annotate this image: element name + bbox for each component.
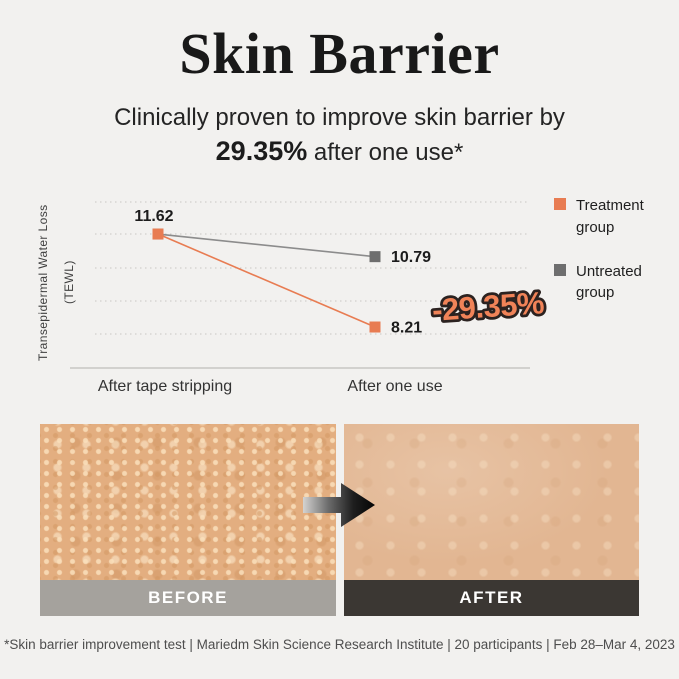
subtitle-line2: 29.35% after one use* bbox=[0, 136, 679, 167]
subtitle-line1: Clinically proven to improve skin barrie… bbox=[114, 104, 565, 131]
before-panel: BEFORE bbox=[40, 424, 336, 616]
treatment-swatch-icon bbox=[554, 198, 566, 210]
untreated-swatch-icon bbox=[554, 263, 566, 276]
tewl-line-chart: 11.62 8.21 10.79 -29.35% bbox=[70, 201, 548, 369]
before-label-bar: BEFORE bbox=[40, 580, 336, 616]
data-point-value-label: 10.79 bbox=[391, 249, 431, 266]
highlight-percentage: 29.35% bbox=[215, 136, 308, 166]
after-skin-photo bbox=[344, 424, 639, 580]
before-skin-photo bbox=[40, 424, 336, 580]
data-point-marker bbox=[369, 321, 381, 333]
chart-point-labels: 11.62 8.21 10.79 bbox=[134, 208, 431, 336]
series-line bbox=[157, 233, 376, 328]
x-tick-after-tape-stripping: After tape stripping bbox=[97, 378, 233, 395]
after-panel: AFTER bbox=[344, 424, 639, 616]
after-label-bar: AFTER bbox=[344, 580, 639, 616]
chart-gridlines bbox=[95, 201, 528, 335]
x-tick-after-one-use: After one use bbox=[347, 378, 443, 395]
legend-item-treatment: Treatment group bbox=[554, 195, 654, 239]
data-point-value-label: 8.21 bbox=[391, 320, 422, 337]
data-point-marker bbox=[152, 228, 164, 240]
legend-label-treatment: Treatment group bbox=[576, 197, 644, 236]
data-point-value-label: 11.62 bbox=[134, 208, 173, 225]
chart-legend: Treatment group Untreated group bbox=[554, 195, 654, 326]
right-arrow-icon bbox=[303, 483, 375, 527]
percent-change-annotation: -29.35% bbox=[431, 285, 545, 328]
legend-item-untreated: Untreated group bbox=[554, 261, 654, 305]
chart-series bbox=[152, 228, 381, 333]
data-point-marker bbox=[369, 251, 381, 263]
legend-label-untreated: Untreated group bbox=[576, 262, 642, 302]
series-line bbox=[157, 233, 376, 258]
subtitle-tail: after one use* bbox=[307, 139, 464, 166]
page-title: Skin Barrier bbox=[179, 21, 500, 86]
study-footnote: *Skin barrier improvement test | Mariedm… bbox=[4, 637, 675, 652]
